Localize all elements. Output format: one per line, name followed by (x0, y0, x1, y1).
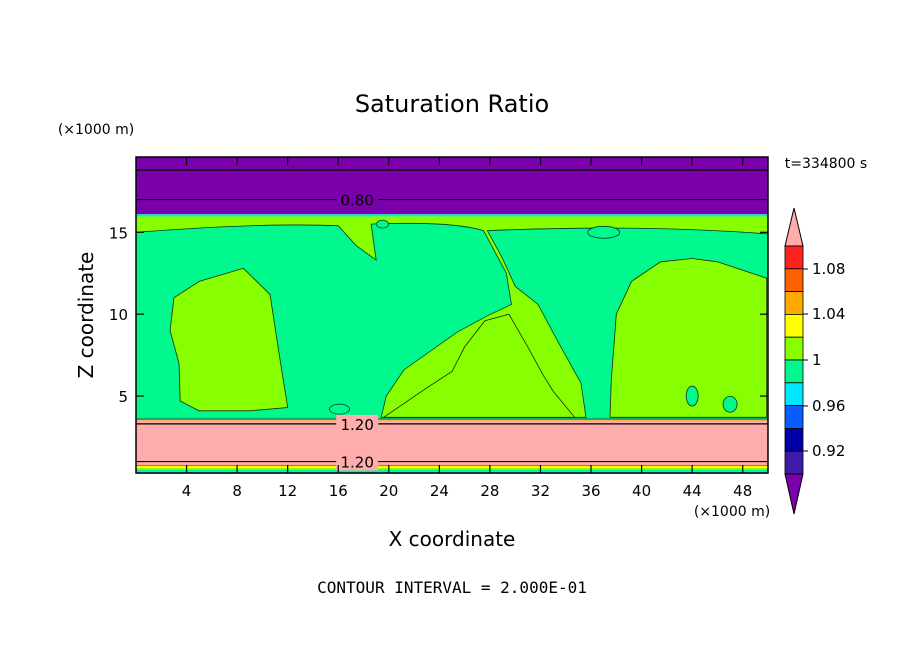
plot-area: 0.80 1.20 1.20 (135, 157, 769, 474)
supersaturated-pocket-2 (609, 258, 768, 418)
y-tick-label-2: 15 (109, 224, 128, 242)
x-tick-label-5: 24 (430, 482, 449, 500)
colorbar-swatch-8 (784, 427, 804, 452)
colorbar: 1.08 1.04 1 0.96 0.92 (784, 207, 845, 515)
colorbar-top-triangle (784, 207, 804, 247)
colorbar-label-3: 0.96 (812, 397, 845, 415)
chart-title: Saturation Ratio (355, 90, 549, 118)
colorbar-swatch-0 (784, 245, 804, 270)
supersaturated-pocket-0 (169, 267, 289, 412)
x-tick-label-4: 20 (379, 482, 398, 500)
x-axis-label: X coordinate (389, 527, 516, 551)
colorbar-label-1: 1.04 (812, 305, 845, 323)
island-3 (685, 385, 699, 407)
colorbar-swatch-9 (784, 450, 804, 475)
bottom-strip-1 (136, 468, 768, 471)
island-4 (722, 395, 738, 413)
colorbar-label-4: 0.92 (812, 442, 845, 460)
supersaturated-pocket-1 (382, 313, 576, 418)
x-axis-ticks: 4 8 12 16 20 24 28 32 36 40 44 48 (182, 157, 752, 500)
colorbar-swatch-2 (784, 291, 804, 315)
y-tick-label-0: 5 (118, 388, 128, 406)
x-tick-label-2: 12 (278, 482, 297, 500)
saturated-region (135, 222, 769, 420)
x-tick-label-3: 16 (329, 482, 348, 500)
band-2 (136, 418, 768, 465)
contour-label-bg-0 (336, 190, 379, 209)
time-label: t=334800 s (785, 156, 867, 172)
x-tick-label-8: 36 (581, 482, 600, 500)
y-unit-label: (×1000 m) (58, 122, 134, 138)
island-0 (376, 219, 389, 229)
x-tick-label-10: 44 (683, 482, 702, 500)
y-axis-ticks: 5 10 15 (109, 224, 768, 406)
contour-label-bg-1 (336, 414, 379, 433)
colorbar-bottom-triangle (784, 473, 804, 515)
colorbar-swatch-4 (784, 336, 804, 361)
contour-label-2: 1.20 (340, 454, 373, 472)
contour-label-0: 0.80 (340, 192, 373, 210)
upper-boundary-strip (136, 214, 768, 217)
colorbar-swatch-3 (784, 313, 804, 338)
x-tick-label-1: 8 (232, 482, 242, 500)
island-1 (587, 225, 621, 239)
y-axis-label: Z coordinate (74, 252, 98, 379)
x-tick-label-0: 4 (182, 482, 192, 500)
bottom-strip-2 (136, 469, 768, 473)
contour-label-1: 1.20 (340, 416, 373, 434)
x-tick-label-7: 32 (531, 482, 550, 500)
x-tick-label-6: 28 (480, 482, 499, 500)
x-unit-label: (×1000 m) (694, 504, 770, 520)
colorbar-swatch-7 (784, 405, 804, 429)
contour-interval-label: CONTOUR INTERVAL = 2.000E-01 (317, 578, 587, 597)
colorbar-swatch-5 (784, 359, 804, 384)
y-tick-label-1: 10 (109, 306, 128, 324)
band-0 (136, 157, 768, 215)
plot-frame (135, 156, 769, 474)
colorbar-swatch-6 (784, 382, 804, 406)
island-2 (329, 403, 350, 415)
colorbar-label-2: 1 (812, 351, 822, 369)
bottom-strip-0 (136, 466, 768, 469)
colorbar-label-0: 1.08 (812, 260, 845, 278)
x-tick-label-9: 40 (632, 482, 651, 500)
contour-label-bg-2 (336, 452, 379, 471)
x-tick-label-11: 48 (733, 482, 752, 500)
colorbar-swatch-1 (784, 268, 804, 292)
